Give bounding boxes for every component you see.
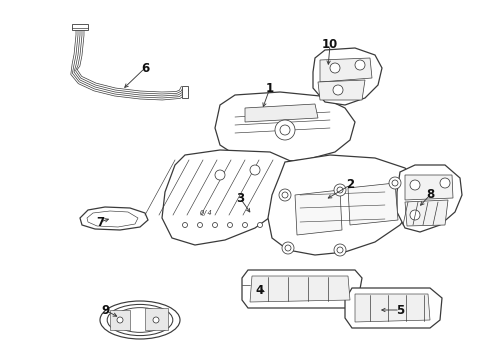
Polygon shape [347,183,397,225]
Circle shape [257,222,262,228]
Text: 5: 5 [395,303,403,316]
Circle shape [274,120,294,140]
Circle shape [354,60,364,70]
Polygon shape [215,92,354,162]
Circle shape [388,177,400,189]
Circle shape [197,222,202,228]
Circle shape [409,210,419,220]
Circle shape [336,187,342,193]
Circle shape [285,245,290,251]
Circle shape [409,180,419,190]
Polygon shape [404,200,447,226]
Polygon shape [72,24,88,30]
Ellipse shape [114,308,165,332]
Text: 4: 4 [255,284,264,297]
Circle shape [280,125,289,135]
Text: 3: 3 [235,192,244,204]
Circle shape [242,222,247,228]
Polygon shape [110,310,130,330]
Circle shape [391,180,397,186]
Circle shape [249,165,260,175]
Text: 7: 7 [96,216,104,229]
Polygon shape [267,155,417,255]
Circle shape [329,63,339,73]
Polygon shape [80,207,148,230]
Circle shape [117,317,123,323]
Circle shape [282,242,293,254]
Circle shape [336,247,342,253]
Polygon shape [354,294,429,322]
Polygon shape [312,48,381,105]
Text: 9: 9 [101,303,109,316]
Polygon shape [249,276,349,302]
Polygon shape [244,104,317,122]
Circle shape [333,184,346,196]
Text: 10: 10 [321,39,337,51]
Polygon shape [319,58,371,82]
Polygon shape [145,308,168,330]
Circle shape [215,170,224,180]
Circle shape [153,317,159,323]
Circle shape [282,192,287,198]
Circle shape [212,222,217,228]
Circle shape [333,244,346,256]
Ellipse shape [100,301,180,339]
Polygon shape [404,175,452,200]
Polygon shape [396,165,461,232]
Polygon shape [317,80,364,100]
Circle shape [279,189,290,201]
Polygon shape [294,190,341,235]
Text: 1: 1 [265,81,273,94]
Polygon shape [345,288,441,328]
Text: Q/4: Q/4 [200,210,212,216]
Polygon shape [182,86,187,98]
Ellipse shape [107,305,172,336]
Circle shape [439,178,449,188]
Polygon shape [87,211,138,227]
Circle shape [182,222,187,228]
Polygon shape [162,150,294,245]
Polygon shape [242,270,361,308]
Text: 6: 6 [141,62,149,75]
Text: 8: 8 [425,189,433,202]
Text: 2: 2 [345,179,353,192]
Circle shape [332,85,342,95]
Circle shape [227,222,232,228]
